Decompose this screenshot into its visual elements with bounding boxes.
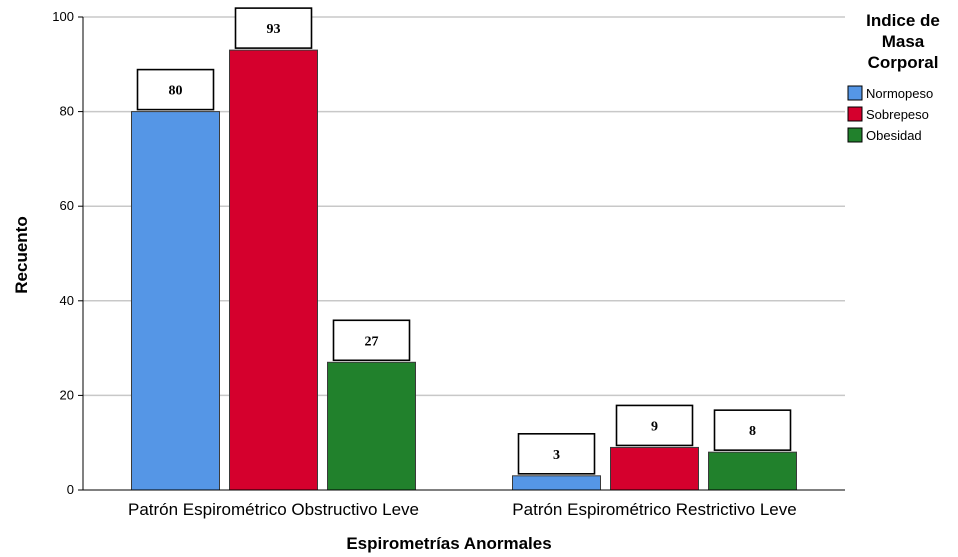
- y-tick-label: 100: [52, 9, 74, 24]
- data-label-box: [332, 319, 411, 362]
- legend-label-sobrepeso: Sobrepeso: [866, 107, 929, 122]
- data-label-box: [136, 68, 215, 111]
- data-label-box: [615, 404, 694, 447]
- bar-normopeso: [131, 111, 220, 491]
- legend-swatch-obesidad: [847, 127, 863, 143]
- bars: [131, 49, 797, 491]
- legend: Indice de Masa Corporal Normopeso Sobrepe…: [847, 11, 940, 143]
- legend-title-line-2: Masa: [882, 32, 925, 51]
- y-tick-label: 20: [60, 387, 74, 402]
- data-label-box: [713, 409, 792, 451]
- data-label-box: [234, 7, 313, 49]
- data-label: 80: [169, 84, 183, 99]
- legend-label-normopeso: Normopeso: [866, 86, 933, 101]
- y-tick-label: 60: [60, 198, 74, 213]
- legend-swatch-sobrepeso: [847, 106, 863, 122]
- data-label: 9: [651, 419, 658, 434]
- legend-swatch-normopeso: [847, 85, 863, 101]
- bar-sobrepeso: [610, 446, 699, 491]
- x-category-label: Patrón Espirométrico Restrictivo Leve: [512, 500, 796, 519]
- bar-normopeso: [512, 475, 601, 491]
- data-label-box: [517, 433, 596, 475]
- legend-title-line-3: Corporal: [868, 53, 939, 72]
- y-tick-label: 0: [67, 482, 74, 497]
- data-labels: 80 93 27 3 9 8: [136, 7, 792, 475]
- data-label: 27: [365, 334, 379, 349]
- x-axis-categories: Patrón Espirométrico Obstructivo Leve Pat…: [128, 500, 797, 519]
- legend-label-obesidad: Obesidad: [866, 128, 922, 143]
- y-tick-label: 40: [60, 293, 74, 308]
- y-axis-title: Recuento: [12, 216, 31, 293]
- data-label: 8: [749, 424, 756, 439]
- bar-obesidad: [708, 451, 797, 491]
- y-tick-label: 80: [60, 104, 74, 119]
- x-category-label: Patrón Espirométrico Obstructivo Leve: [128, 500, 419, 519]
- bar-sobrepeso: [229, 49, 318, 491]
- x-axis-title: Espirometrías Anormales: [346, 534, 551, 553]
- data-label: 3: [553, 448, 560, 463]
- data-label: 93: [267, 22, 281, 37]
- y-axis-ticks: 0 20 40 60 80 100: [52, 9, 83, 497]
- legend-title-line-1: Indice de: [866, 11, 940, 30]
- bar-obesidad: [327, 361, 416, 491]
